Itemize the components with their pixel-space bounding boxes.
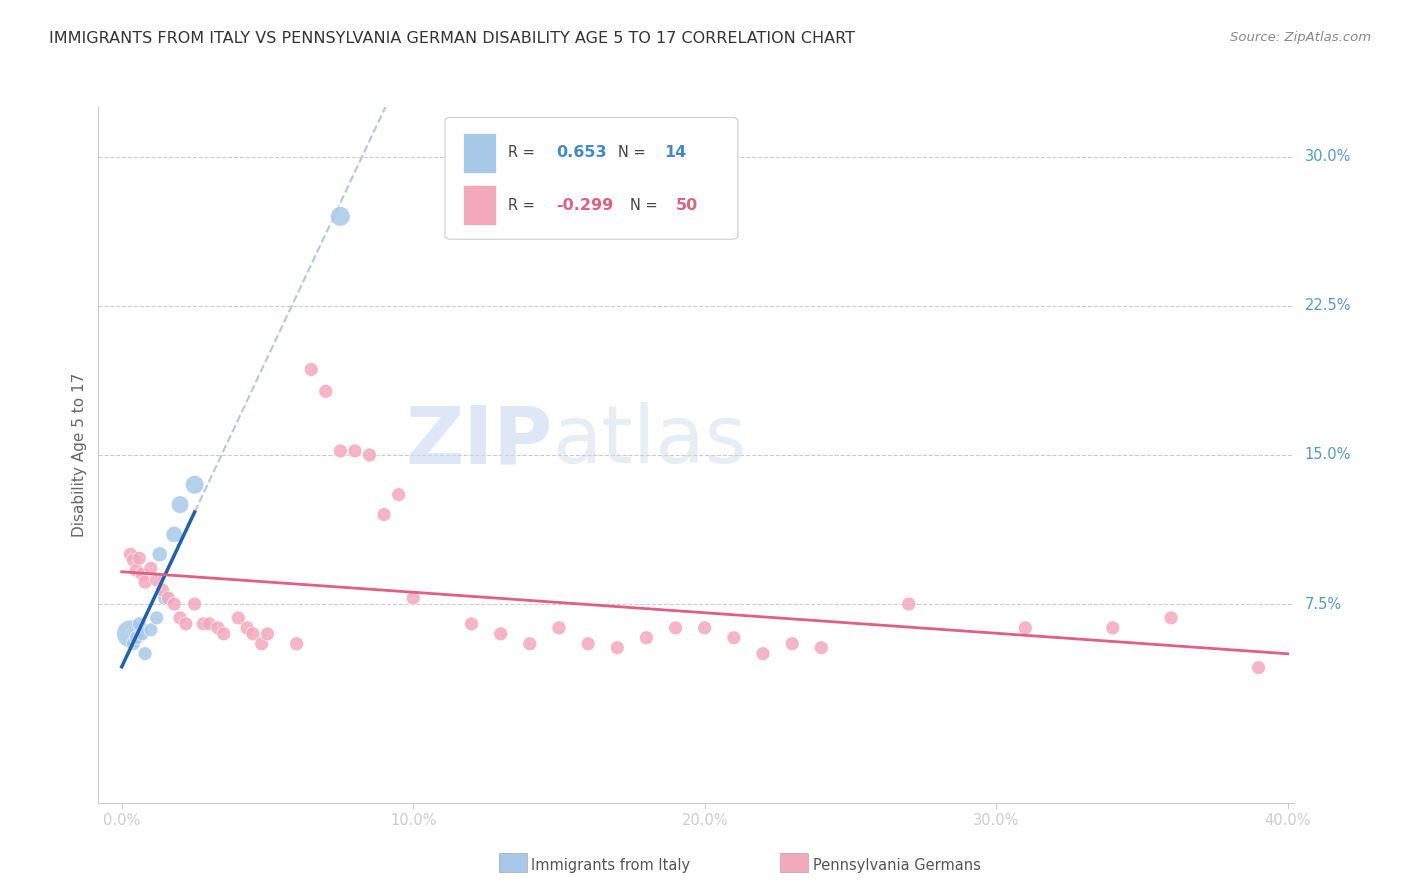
Point — [780, 637, 803, 651]
Point — [489, 627, 512, 641]
Point — [752, 647, 775, 661]
Point — [664, 621, 686, 635]
Point — [207, 621, 229, 635]
Y-axis label: Disability Age 5 to 17: Disability Age 5 to 17 — [72, 373, 87, 537]
Point — [723, 631, 745, 645]
Point — [256, 627, 278, 641]
Point — [299, 362, 322, 376]
Point — [810, 640, 832, 655]
Point — [169, 498, 191, 512]
Point — [183, 597, 205, 611]
Point — [1160, 611, 1182, 625]
Bar — [463, 185, 496, 226]
Point — [897, 597, 920, 611]
Point — [1101, 621, 1123, 635]
Point — [139, 561, 162, 575]
Point — [693, 621, 716, 635]
FancyBboxPatch shape — [444, 118, 738, 239]
Point — [131, 627, 153, 641]
Point — [122, 553, 145, 567]
Point — [163, 597, 186, 611]
Point — [388, 488, 411, 502]
Point — [329, 210, 352, 224]
Point — [155, 591, 177, 605]
Text: IMMIGRANTS FROM ITALY VS PENNSYLVANIA GERMAN DISABILITY AGE 5 TO 17 CORRELATION : IMMIGRANTS FROM ITALY VS PENNSYLVANIA GE… — [49, 31, 855, 46]
Point — [152, 583, 174, 598]
Text: 50: 50 — [676, 198, 697, 212]
Text: 0.653: 0.653 — [557, 145, 607, 160]
Point — [1014, 621, 1036, 635]
Point — [183, 477, 205, 491]
Text: atlas: atlas — [553, 402, 747, 480]
Text: N =: N = — [619, 145, 651, 160]
Point — [163, 527, 186, 541]
Point — [125, 563, 148, 577]
Point — [131, 567, 153, 582]
Point — [120, 627, 142, 641]
Text: R =: R = — [509, 198, 540, 212]
Text: R =: R = — [509, 145, 540, 160]
Point — [236, 621, 259, 635]
Point — [373, 508, 395, 522]
Point — [329, 444, 352, 458]
Point — [228, 611, 250, 625]
Text: -0.299: -0.299 — [557, 198, 613, 212]
Point — [576, 637, 599, 651]
Point — [606, 640, 628, 655]
Point — [145, 611, 167, 625]
Bar — [463, 133, 496, 173]
Point — [198, 616, 221, 631]
Point — [145, 573, 167, 587]
Point — [157, 591, 180, 605]
Point — [242, 627, 264, 641]
Point — [285, 637, 308, 651]
Point — [548, 621, 571, 635]
Text: Source: ZipAtlas.com: Source: ZipAtlas.com — [1230, 31, 1371, 45]
Text: Pennsylvania Germans: Pennsylvania Germans — [813, 858, 980, 872]
Point — [134, 575, 156, 590]
Point — [343, 444, 366, 458]
Point — [125, 631, 148, 645]
Text: 7.5%: 7.5% — [1305, 597, 1341, 612]
Point — [128, 551, 150, 566]
Point — [193, 616, 215, 631]
Text: N =: N = — [630, 198, 662, 212]
Point — [402, 591, 425, 605]
Text: ZIP: ZIP — [405, 402, 553, 480]
Point — [250, 637, 273, 651]
Point — [149, 547, 172, 561]
Point — [315, 384, 337, 399]
Text: Immigrants from Italy: Immigrants from Italy — [531, 858, 690, 872]
Point — [519, 637, 541, 651]
Text: 22.5%: 22.5% — [1305, 298, 1351, 313]
Point — [359, 448, 381, 462]
Point — [460, 616, 482, 631]
Point — [1247, 660, 1270, 674]
Point — [169, 611, 191, 625]
Point — [139, 623, 162, 637]
Point — [120, 547, 142, 561]
Text: 14: 14 — [664, 145, 686, 160]
Point — [636, 631, 658, 645]
Text: 30.0%: 30.0% — [1305, 149, 1351, 164]
Point — [122, 637, 145, 651]
Point — [128, 616, 150, 631]
Point — [174, 616, 197, 631]
Point — [212, 627, 235, 641]
Point — [134, 647, 156, 661]
Text: 15.0%: 15.0% — [1305, 448, 1351, 462]
